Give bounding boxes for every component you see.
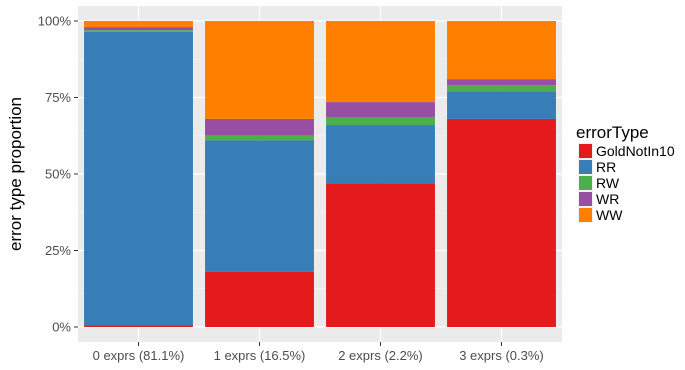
legend-label: RR [596, 159, 616, 175]
bar-segment-goldnotin10 [447, 118, 556, 327]
bar-segment-rr [205, 140, 314, 272]
bar-segment-rr [84, 31, 193, 326]
bar-segment-rw [84, 30, 193, 32]
y-tick-label: 25% [45, 243, 71, 258]
x-axis-ticks: 0 exprs (81.1%) 1 exprs (16.5%) 2 exprs (2… [93, 342, 544, 363]
bar-segment-rr [447, 91, 556, 119]
y-axis-ticks: 0% 25% 50% 75% 100% [38, 14, 78, 335]
legend-label: WW [596, 207, 623, 223]
x-tick-label: 1 exprs (16.5%) [214, 348, 306, 363]
legend-key-ww [579, 208, 592, 222]
bar-segment-wr [326, 102, 435, 118]
legend-label: RW [596, 175, 620, 191]
bar-segment-rr [326, 125, 435, 184]
bar-segment-wr [447, 79, 556, 86]
bar-segment-wr [84, 27, 193, 31]
x-tick-label: 2 exprs (2.2%) [338, 348, 423, 363]
bar-segment-rw [447, 85, 556, 92]
legend-key-rr [579, 160, 592, 174]
y-tick-label: 0% [52, 320, 71, 335]
legend-title: errorType [576, 123, 649, 142]
bar-segment-ww [447, 21, 556, 80]
bar-segment-ww [326, 21, 435, 103]
legend-key-goldnotin10 [579, 144, 592, 158]
legend-key-wr [579, 192, 592, 206]
bar-segment-ww [205, 21, 314, 119]
bar-segment-goldnotin10 [84, 325, 193, 327]
bar-segment-goldnotin10 [326, 183, 435, 327]
x-tick-label: 0 exprs (81.1%) [93, 348, 185, 363]
y-tick-label: 75% [45, 90, 71, 105]
legend-label: WR [596, 191, 619, 207]
x-tick-label: 3 exprs (0.3%) [459, 348, 544, 363]
y-tick-label: 100% [38, 14, 72, 29]
bar-segment-rw [326, 117, 435, 126]
legend-label: GoldNotIn10 [596, 143, 675, 159]
bar-segment-wr [205, 118, 314, 136]
legend-key-rw [579, 176, 592, 190]
bar-segment-ww [84, 21, 193, 28]
y-axis-title: error type proportion [6, 97, 25, 251]
y-tick-label: 50% [45, 167, 71, 182]
bar-segment-rw [205, 135, 314, 141]
bar-segment-goldnotin10 [205, 271, 314, 327]
bars [84, 21, 556, 327]
